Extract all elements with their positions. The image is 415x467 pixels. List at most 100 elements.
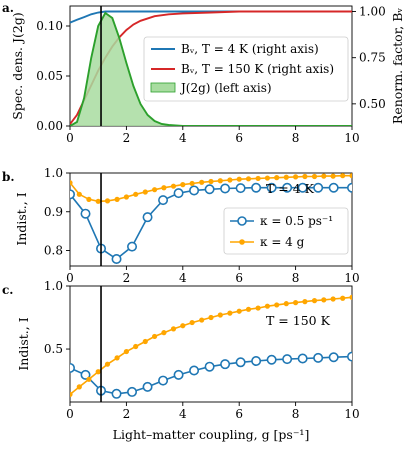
- series-b-0-point-8: [189, 185, 200, 196]
- series-b-1-point-30: [349, 173, 352, 179]
- panel-a-yticks: 0.00 0.05 0.10: [36, 19, 70, 133]
- series-b-0-point-4: [127, 241, 138, 252]
- series-c-0-point-12: [251, 356, 262, 367]
- series-c-1-point-19: [245, 306, 252, 312]
- series-b-0-point-6: [158, 195, 169, 206]
- series-b-1-point-2: [86, 196, 92, 202]
- series-c-1-point-17: [227, 310, 233, 316]
- panel-a-ylabel-right: Renorm. factor, Bᵥ: [390, 8, 405, 125]
- series-b-0-point-10: [220, 183, 231, 194]
- panel-c-ylabel: Indist., I: [16, 317, 31, 370]
- series-c-0-point-13: [266, 354, 277, 365]
- panel-a-ytick-right-label-2: 1.00: [359, 5, 386, 19]
- series-b-0-point-0: [70, 189, 75, 200]
- series-b-0-point-12: [251, 182, 262, 193]
- panel-b-legend-box: [223, 207, 349, 255]
- panel-c-yticks: 0.5 1.0: [44, 279, 70, 356]
- panel-b-xtick-label-1: 2: [123, 271, 131, 285]
- series-c-0-point-7: [173, 369, 184, 380]
- panel-a-ytick-label-1: 0.05: [36, 69, 63, 83]
- series-c-1-point-6: [123, 348, 129, 355]
- panel-b-annotation: T = 4 K: [266, 181, 315, 196]
- panel-b-xtick-label-4: 8: [292, 271, 300, 285]
- panel-a-legend-box: [143, 36, 349, 102]
- series-c-1-point-8: [142, 338, 148, 345]
- series-c-1-point-25: [302, 299, 308, 305]
- series-b-1-point-3: [95, 198, 101, 204]
- series-b-0-point-11: [235, 183, 246, 194]
- panel-b: b. 0 2 4 6 8 10 0.80.91.0 Indist., I T = 4 K …: [2, 166, 360, 285]
- panel-a-xtick-label-3: 6: [235, 131, 243, 145]
- panel-a-xtick-label-4: 8: [292, 131, 300, 145]
- series-c-0-point-8: [189, 365, 200, 376]
- series-b-1-point-18: [236, 176, 242, 182]
- panel-a-xtick-label-1: 2: [123, 131, 131, 145]
- series-b-1-point-28: [330, 173, 336, 179]
- panel-b-xtick-label-3: 6: [235, 271, 243, 285]
- series-b-1-point-12: [180, 182, 186, 188]
- series-c-1-point-20: [255, 305, 261, 311]
- panel-c-xlabel: Light–matter coupling, g [ps⁻¹]: [113, 427, 310, 442]
- panel-a-ytick-label-0: 0.00: [36, 119, 63, 133]
- series-c-0-point-0: [70, 362, 75, 373]
- series-b-1-point-14: [199, 179, 205, 185]
- series-b-1-point-5: [114, 196, 120, 202]
- series-c-1-point-2: [86, 376, 92, 382]
- panel-b-ylabel: Indist., I: [14, 192, 29, 245]
- series-c-0-point-5: [142, 381, 153, 392]
- panel-a-yticks-right: 0.50 0.75 1.00: [352, 5, 386, 111]
- panel-b-plot-area: [70, 173, 352, 266]
- series-b-0-point-5: [142, 212, 153, 223]
- panel-b-xtick-label-5: 10: [344, 271, 359, 285]
- series-c-1-point-27: [321, 297, 327, 303]
- legend-marker-kappa-4g: [239, 239, 245, 245]
- series-c-1-point-23: [283, 301, 289, 307]
- series-b-1-point-21: [264, 175, 270, 181]
- legend-entry-bv-4k: Bᵥ, T = 4 K (right axis): [181, 42, 319, 56]
- panel-c-xtick-label-3: 6: [235, 407, 243, 421]
- series-b-1-point-20: [255, 175, 261, 182]
- series-c-1-point-30: [349, 294, 352, 300]
- panel-a: a. 0 2 4 6 8 10 0.00 0.05 0.10 0.50 0.75 1.00 Spe…: [2, 1, 405, 145]
- series-b-1-point-10: [161, 185, 167, 191]
- panel-a-ylabel: Spec. dens. J(2g): [10, 12, 25, 119]
- series-b-1-point-6: [123, 194, 129, 200]
- panel-b-frame: [69, 172, 353, 267]
- series-c-1-point-9: [152, 333, 158, 340]
- panel-a-xtick-label-0: 0: [66, 131, 74, 145]
- series-b-1-point-24: [293, 174, 299, 180]
- panel-c-ytick-label-0: 0.5: [44, 342, 63, 356]
- panel-b-xtick-label-0: 0: [66, 271, 74, 285]
- series-c-0-point-18: [347, 351, 352, 362]
- series-c-1-point-28: [330, 296, 336, 302]
- panel-c-plot-area: [70, 286, 352, 402]
- panel-b-xticks: 0 2 4 6 8 10: [66, 266, 360, 285]
- panel-a-plot-area: [70, 6, 352, 126]
- series-b-1-point-25: [302, 173, 308, 180]
- series-b-0-point-1: [80, 208, 91, 219]
- series-b-1-point-26: [311, 173, 318, 180]
- series-c-1-point-24: [293, 300, 299, 306]
- series-b-0-point-3: [111, 254, 122, 265]
- series-c-0-point-14: [282, 354, 293, 365]
- series-c-0-point-11: [235, 357, 246, 368]
- series-c-1-point-4: [104, 361, 111, 367]
- series-c-1-point-11: [170, 326, 177, 332]
- series-b-1-point-4: [104, 198, 111, 204]
- series-c-0-point-10: [220, 359, 231, 370]
- series-b-1-point-17: [227, 177, 233, 183]
- panel-c-xtick-label-2: 4: [179, 407, 187, 421]
- series-b-1-point-15: [208, 178, 214, 185]
- series-c-1-point-5: [114, 355, 120, 361]
- series-b-1-point-7: [133, 191, 139, 197]
- series-c-1-point-14: [199, 317, 205, 323]
- series-b-1-point-29: [340, 173, 346, 179]
- legend-entry-bv-150k: Bᵥ, T = 150 K (right axis): [181, 62, 334, 76]
- legend-entry-kappa-05: κ = 0.5 ps⁻¹: [260, 214, 333, 228]
- panel-c-xtick-label-0: 0: [66, 407, 74, 421]
- legend-entry-j2g: J(2g) (left axis): [179, 81, 272, 95]
- series-c-0-point-4: [127, 386, 138, 397]
- panel-c-ytick-label-1: 1.0: [44, 279, 63, 293]
- series-a-2-area: [70, 13, 352, 126]
